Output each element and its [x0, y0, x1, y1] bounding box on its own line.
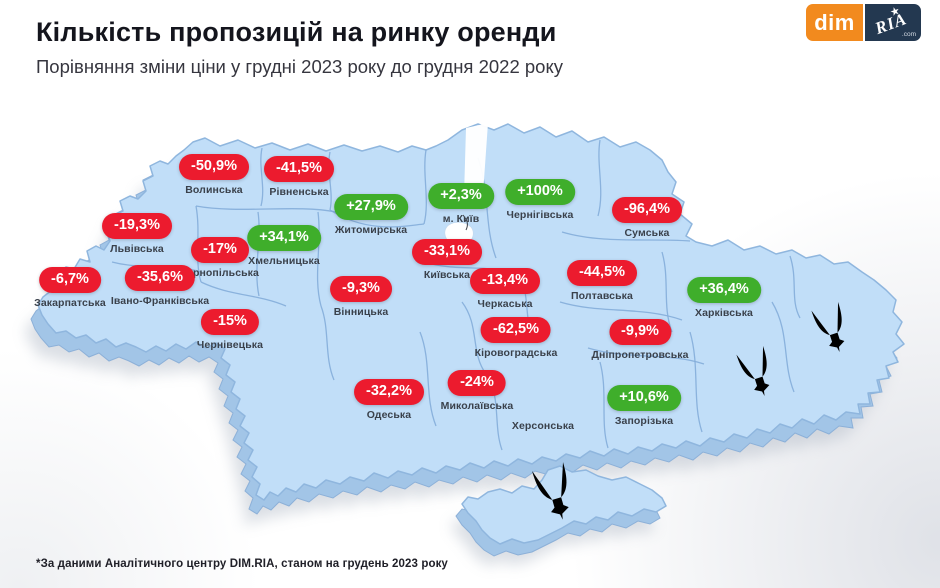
region-name-label: Хмельницька: [248, 254, 320, 267]
dim-logo-text: dim: [814, 9, 855, 35]
region-zakarpatska: -6,7% Закарпатська: [34, 267, 106, 309]
region-value-badge: +34,1%: [247, 225, 321, 251]
kyiv-reservoir-shape: [464, 123, 488, 196]
region-value-badge: -41,5%: [264, 156, 334, 182]
region-name-label: Миколаївська: [440, 399, 514, 412]
region-volynska: -50,9% Волинська: [179, 154, 249, 196]
region-value-badge: +36,4%: [687, 277, 761, 303]
region-name-label: Черкаська: [477, 297, 533, 310]
region-name-label: Вінницька: [333, 305, 389, 318]
region-vinnytska: -9,3% Вінницька: [330, 276, 392, 318]
region-value-badge: -6,7%: [39, 267, 101, 293]
region-value-badge: -15%: [201, 309, 259, 335]
region-value-badge: +100%: [505, 179, 575, 205]
region-cherkaska: -13,4% Черкаська: [470, 268, 540, 310]
region-value-badge: +27,9%: [334, 194, 408, 220]
region-mykolaivska: -24% Миколаївська: [441, 370, 514, 412]
region-name-label: Житомирська: [334, 223, 408, 236]
region-value-badge: -44,5%: [567, 260, 637, 286]
region-poltavska: -44,5% Полтавська: [567, 260, 637, 302]
region-name-label: Тернопільська: [181, 266, 259, 279]
region-value-badge: -19,3%: [102, 213, 172, 239]
region-value-badge: -13,4%: [470, 268, 540, 294]
page-title: Кількість пропозицій на ринку оренди: [36, 17, 557, 47]
region-value-badge: +2,3%: [428, 183, 494, 209]
region-khmelnytska: +34,1% Хмельницька: [247, 225, 321, 267]
footnote: *За даними Аналітичного центру DIM.RIA, …: [36, 558, 448, 570]
region-zhytomyrska: +27,9% Житомирська: [334, 194, 408, 236]
region-name-label: Дніпропетровська: [591, 348, 689, 361]
region-name-label: Полтавська: [571, 289, 633, 302]
region-lvivska: -19,3% Львівська: [102, 213, 172, 255]
region-value-badge: -32,2%: [354, 379, 424, 405]
region-chernivetska: -15% Чернівецька: [197, 309, 263, 351]
page-subtitle: Порівняння зміни ціни у грудні 2023 року…: [36, 55, 563, 77]
region-name-label: Волинська: [185, 183, 243, 196]
region-zaporizka: +10,6% Запорізька: [607, 385, 681, 427]
region-value-badge: -17%: [191, 237, 249, 263]
kyiv-leader-line: [462, 214, 468, 231]
region-value-badge: -50,9%: [179, 154, 249, 180]
dim-logo: dim: [806, 4, 863, 41]
region-kharkivska: +36,4% Харківська: [687, 277, 761, 319]
ria-logo-suffix: .com: [901, 31, 916, 38]
region-sumska: -96,4% Сумська: [612, 197, 682, 239]
region-value-badge: -24%: [448, 370, 506, 396]
region-value-badge: -35,6%: [125, 265, 195, 291]
region-ivano-frankivska: -35,6% Івано-Франківська: [111, 265, 209, 307]
region-dnipropetrovska: -9,9% Дніпропетровська: [591, 319, 688, 361]
region-name-label: Херсонська: [511, 420, 575, 432]
ria-logo: ★ RIA .com: [865, 4, 921, 41]
region-name-label: Київська: [423, 268, 471, 281]
region-name-label: Харківська: [694, 306, 753, 319]
region-name-label: Чернігівська: [506, 208, 574, 221]
region-value-badge: -96,4%: [612, 197, 682, 223]
region-value-badge: -9,3%: [330, 276, 392, 302]
region-odeska: -32,2% Одеська: [354, 379, 424, 421]
region-kyivska: -33,1% Київська: [412, 239, 482, 281]
region-value-badge: -33,1%: [412, 239, 482, 265]
region-name-label: Запорізька: [614, 414, 674, 427]
region-name-label: Львівська: [110, 242, 164, 255]
region-value-badge: +10,6%: [607, 385, 681, 411]
region-name-label: Закарпатська: [34, 296, 106, 309]
brand-logos: dim ★ RIA .com: [806, 4, 921, 41]
region-value-badge: -62,5%: [481, 317, 551, 343]
region-name-label: Кіровоградська: [474, 346, 558, 359]
region-value-badge: -9,9%: [609, 319, 671, 345]
region-rivnenska: -41,5% Рівненська: [264, 156, 334, 198]
region-chernihivska: +100% Чернігівська: [505, 179, 575, 221]
region-name-label: Сумська: [624, 226, 670, 239]
region-kyiv-city: +2,3% м. Київ: [428, 183, 494, 225]
region-name-label: м. Київ: [442, 212, 480, 225]
region-name-label: Чернівецька: [196, 338, 264, 351]
region-name-label: Рівненська: [269, 185, 329, 198]
region-name-label: Одеська: [366, 408, 412, 421]
region-ternopilska: -17% Тернопільська: [181, 237, 259, 279]
region-name-label: Івано-Франківська: [110, 294, 210, 307]
header: Кількість пропозицій на ринку оренди Пор…: [36, 16, 563, 78]
region-khersonska: Херсонська: [512, 416, 574, 432]
region-kirovohradska: -62,5% Кіровоградська: [475, 317, 558, 359]
